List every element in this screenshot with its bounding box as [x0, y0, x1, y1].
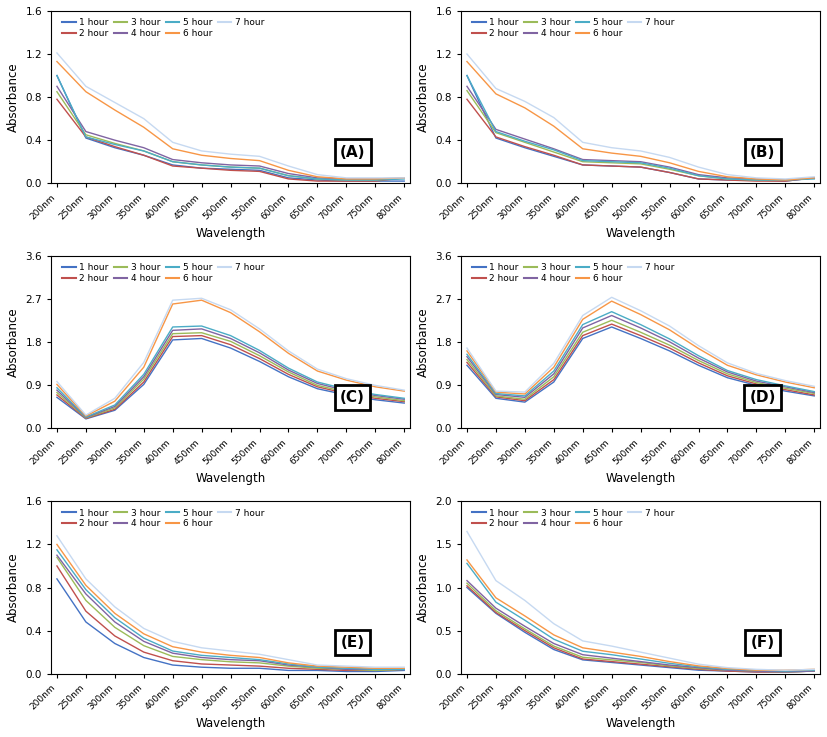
Text: (A): (A) — [340, 144, 366, 160]
X-axis label: Wavelength: Wavelength — [195, 227, 265, 240]
Y-axis label: Absorbance: Absorbance — [7, 553, 20, 622]
Y-axis label: Absorbance: Absorbance — [417, 307, 430, 377]
Y-axis label: Absorbance: Absorbance — [417, 63, 430, 132]
Text: (C): (C) — [340, 390, 365, 405]
Text: (B): (B) — [750, 144, 776, 160]
Text: (D): (D) — [749, 390, 776, 405]
Legend: 1 hour, 2 hour, 3 hour, 4 hour, 5 hour, 6 hour, 7 hour: 1 hour, 2 hour, 3 hour, 4 hour, 5 hour, … — [469, 506, 677, 531]
Y-axis label: Absorbance: Absorbance — [417, 553, 430, 622]
Text: (F): (F) — [751, 635, 775, 650]
Y-axis label: Absorbance: Absorbance — [7, 307, 20, 377]
Legend: 1 hour, 2 hour, 3 hour, 4 hour, 5 hour, 6 hour, 7 hour: 1 hour, 2 hour, 3 hour, 4 hour, 5 hour, … — [60, 261, 267, 286]
Y-axis label: Absorbance: Absorbance — [7, 63, 20, 132]
Legend: 1 hour, 2 hour, 3 hour, 4 hour, 5 hour, 6 hour, 7 hour: 1 hour, 2 hour, 3 hour, 4 hour, 5 hour, … — [469, 261, 677, 286]
X-axis label: Wavelength: Wavelength — [605, 717, 676, 730]
Legend: 1 hour, 2 hour, 3 hour, 4 hour, 5 hour, 6 hour, 7 hour: 1 hour, 2 hour, 3 hour, 4 hour, 5 hour, … — [60, 506, 267, 531]
Legend: 1 hour, 2 hour, 3 hour, 4 hour, 5 hour, 6 hour, 7 hour: 1 hour, 2 hour, 3 hour, 4 hour, 5 hour, … — [469, 15, 677, 41]
X-axis label: Wavelength: Wavelength — [605, 472, 676, 485]
X-axis label: Wavelength: Wavelength — [195, 472, 265, 485]
X-axis label: Wavelength: Wavelength — [195, 717, 265, 730]
Legend: 1 hour, 2 hour, 3 hour, 4 hour, 5 hour, 6 hour, 7 hour: 1 hour, 2 hour, 3 hour, 4 hour, 5 hour, … — [60, 15, 267, 41]
X-axis label: Wavelength: Wavelength — [605, 227, 676, 240]
Text: (E): (E) — [341, 635, 365, 650]
